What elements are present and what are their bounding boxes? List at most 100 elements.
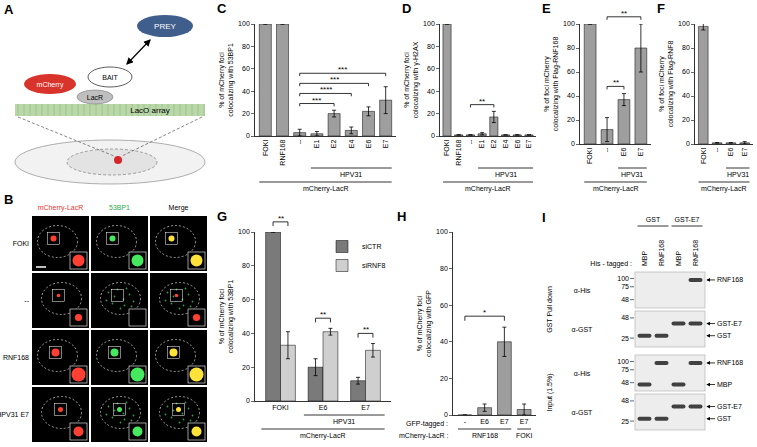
svg-text:60: 60 [242, 296, 250, 303]
svg-text:E2: E2 [490, 139, 497, 148]
svg-text:RNF168: RNF168 [455, 140, 462, 166]
svg-text:E6: E6 [365, 139, 372, 148]
svg-text:60: 60 [682, 68, 690, 75]
svg-text:FOKI: FOKI [700, 148, 707, 164]
svg-text:--: -- [713, 147, 720, 152]
svg-text:E7: E7 [637, 147, 644, 156]
svg-text:0: 0 [444, 411, 448, 418]
svg-text:****: **** [320, 85, 332, 94]
svg-text:PREY: PREY [154, 22, 176, 31]
svg-text:25: 25 [621, 418, 629, 425]
svg-text:**: ** [320, 310, 326, 319]
svg-text:0: 0 [246, 132, 250, 139]
svg-text:**: ** [479, 97, 485, 106]
svg-text:48: 48 [621, 379, 629, 386]
svg-text:BAIT: BAIT [102, 74, 118, 81]
svg-text:E1: E1 [313, 139, 320, 148]
svg-text:E7: E7 [382, 139, 389, 148]
svg-text:100: 100 [423, 20, 435, 27]
svg-text:E2: E2 [330, 139, 337, 148]
svg-text:mCherry-LacR: mCherry-LacR [593, 185, 639, 193]
svg-text:HPV31: HPV31 [340, 171, 362, 178]
svg-text:GFP-tagged :: GFP-tagged : [406, 420, 448, 428]
svg-text:RNF168: RNF168 [692, 240, 699, 266]
svg-text:FOKI: FOKI [586, 148, 593, 164]
svg-text:Input (1.5%): Input (1.5%) [546, 373, 554, 411]
svg-text:20: 20 [440, 375, 448, 382]
svg-text:**: ** [621, 9, 627, 18]
svg-text:LacO array: LacO array [130, 106, 170, 115]
svg-text:--: -- [603, 147, 610, 152]
svg-text:mCherry-LacR: mCherry-LacR [300, 432, 346, 440]
svg-text:80: 80 [440, 265, 448, 272]
svg-text:80: 80 [242, 43, 250, 50]
svg-text:E7: E7 [741, 147, 748, 156]
svg-text:60: 60 [427, 65, 435, 72]
svg-text:20: 20 [427, 110, 435, 117]
svg-text:FOKI: FOKI [516, 432, 532, 439]
svg-text:0: 0 [431, 132, 435, 139]
svg-text:40: 40 [427, 88, 435, 95]
svg-text:MBP: MBP [717, 381, 733, 388]
svg-text:% of mCherry focicolocalizing: % of mCherry focicolocalizing with γ-H2A… [403, 41, 420, 118]
svg-text:40: 40 [242, 88, 250, 95]
svg-text:I: I [542, 210, 546, 225]
svg-text:100: 100 [238, 20, 250, 27]
svg-text:48: 48 [621, 296, 629, 303]
svg-text:FOKI: FOKI [262, 140, 269, 156]
svg-text:RNF168: RNF168 [472, 432, 498, 439]
svg-text:75: 75 [621, 366, 629, 373]
svg-text:80: 80 [567, 44, 575, 51]
svg-text:E7: E7 [361, 404, 370, 411]
svg-text:100: 100 [617, 358, 629, 365]
svg-text:E7: E7 [525, 139, 532, 148]
svg-text:GST-E7: GST-E7 [717, 320, 742, 327]
svg-text:mCherry: mCherry [37, 81, 64, 89]
svg-text:GST: GST [646, 216, 661, 223]
svg-text:60: 60 [440, 302, 448, 309]
svg-text:75: 75 [621, 283, 629, 290]
svg-text:40: 40 [567, 92, 575, 99]
svg-text:40: 40 [440, 338, 448, 345]
svg-text:E4: E4 [348, 139, 355, 148]
svg-text:RNF168: RNF168 [717, 276, 743, 283]
svg-text:48: 48 [621, 314, 629, 321]
svg-text:His - tagged :: His - tagged : [590, 260, 632, 268]
svg-text:% of mCherry focicolocalizing: % of mCherry focicolocalizing with 53BP1 [218, 280, 235, 354]
svg-text:0: 0 [571, 140, 575, 147]
svg-text:RNF168: RNF168 [717, 359, 743, 366]
svg-text:LacR: LacR [87, 94, 103, 101]
svg-text:Merge: Merge [169, 204, 189, 212]
svg-text:GST-E7: GST-E7 [717, 403, 742, 410]
svg-text:60: 60 [567, 68, 575, 75]
svg-text:**: ** [363, 325, 369, 334]
svg-text:80: 80 [242, 262, 250, 269]
svg-text:20: 20 [242, 364, 250, 371]
svg-text:FOKI: FOKI [443, 140, 450, 156]
svg-text:100: 100 [238, 228, 250, 235]
svg-text:20: 20 [567, 116, 575, 123]
svg-text:E4: E4 [502, 139, 509, 148]
svg-text:**: ** [613, 78, 619, 87]
svg-text:0: 0 [686, 140, 690, 147]
svg-text:E6: E6 [319, 404, 328, 411]
svg-text:25: 25 [621, 335, 629, 342]
svg-text:RNF168: RNF168 [658, 240, 665, 266]
svg-text:HPV31: HPV31 [333, 418, 355, 425]
svg-text:--: -- [296, 139, 303, 144]
svg-text:FOKI: FOKI [272, 404, 288, 411]
svg-text:FOKI: FOKI [13, 240, 29, 247]
svg-text:--: -- [24, 297, 29, 304]
svg-text:α-GST: α-GST [572, 409, 593, 416]
svg-text:GST-E7: GST-E7 [675, 216, 700, 223]
svg-text:100: 100 [678, 20, 690, 27]
svg-text:100: 100 [563, 20, 575, 27]
svg-text:--: -- [467, 139, 474, 144]
svg-text:80: 80 [682, 44, 690, 51]
svg-text:GST: GST [717, 415, 732, 422]
svg-text:***: *** [338, 65, 347, 74]
svg-text:**: ** [278, 214, 284, 223]
svg-text:mCherry-LacR: mCherry-LacR [701, 185, 747, 193]
svg-text:E6: E6 [514, 139, 521, 148]
svg-text:RNF168: RNF168 [279, 140, 286, 166]
